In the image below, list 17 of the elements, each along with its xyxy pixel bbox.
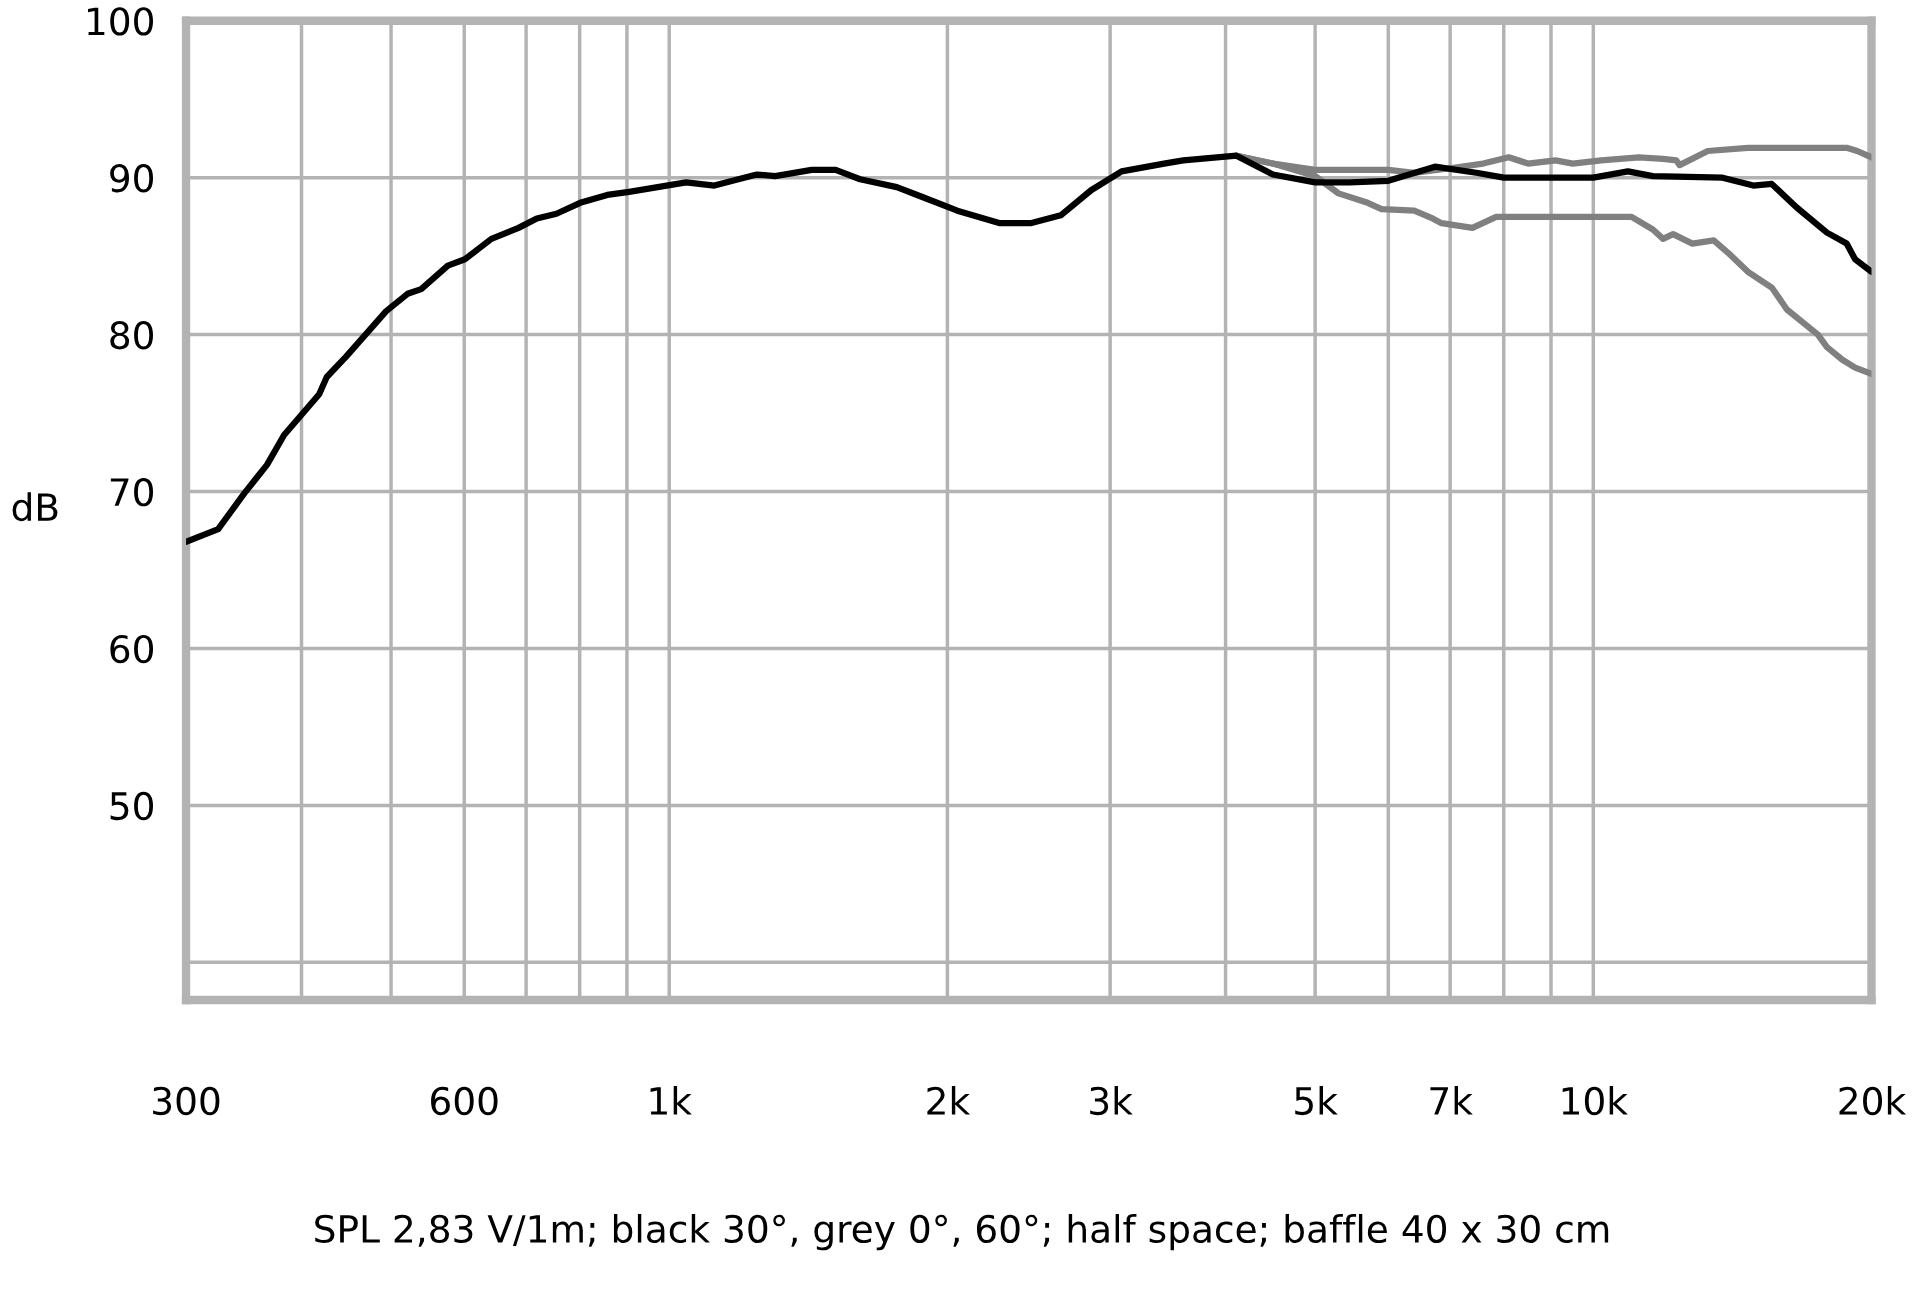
- x-tick-label: 7k: [1430, 1086, 1473, 1115]
- x-tick-label: 2k: [927, 1086, 971, 1115]
- y-tick-label: 70: [110, 477, 153, 507]
- y-tick-label: 50: [110, 791, 153, 821]
- y-tick-label: 60: [110, 634, 153, 664]
- x-tick-label: 300: [153, 1086, 220, 1116]
- x-tick-label: 3k: [1090, 1086, 1133, 1116]
- text: SPL 2,83 V/1m; black 30°, grey 0°, 60°; half space; baffle 40 x 30 cm: [315, 1214, 1609, 1251]
- x-tick-label: 5k: [1295, 1086, 1338, 1116]
- y-tick-label: 80: [110, 321, 153, 350]
- y-tick-label: 100: [88, 7, 153, 36]
- y-tick-label: 90: [110, 164, 153, 193]
- x-tick-label: 600: [431, 1086, 498, 1116]
- x-tick-label: 20k: [1839, 1086, 1907, 1116]
- x-tick-label: 10k: [1562, 1086, 1628, 1116]
- x-tick-label: 1k: [650, 1086, 692, 1115]
- y-axis-title: dB: [12, 492, 58, 522]
